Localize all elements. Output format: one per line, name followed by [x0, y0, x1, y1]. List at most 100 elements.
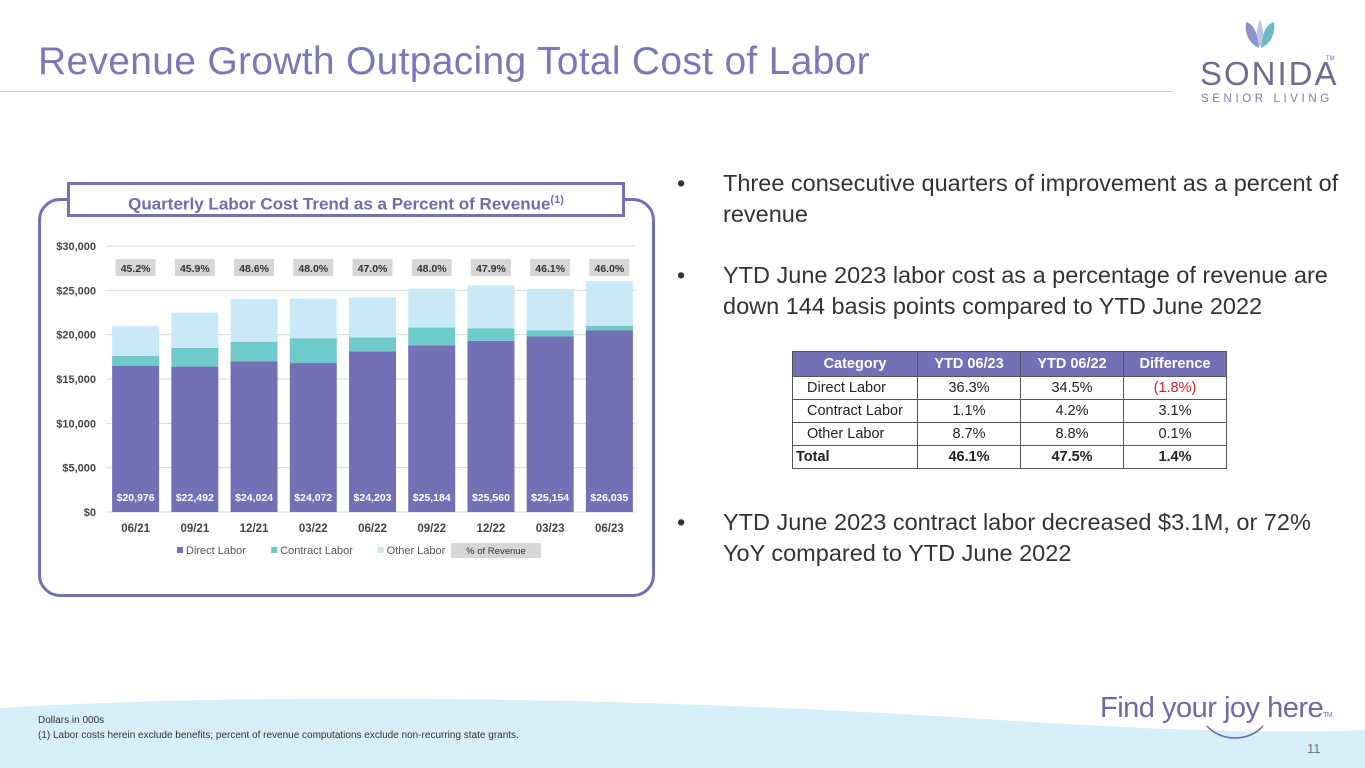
bar-total-label: $24,072	[294, 492, 332, 504]
percent-label-box	[470, 259, 511, 276]
x-tick-label: 12/21	[240, 523, 269, 535]
percent-of-revenue-label: 48.0%	[417, 263, 447, 275]
legend-label: Other Labor	[387, 545, 446, 557]
bullet-text: Three consecutive quarters of improvemen…	[723, 170, 1339, 227]
bar-contract-labor	[171, 347, 219, 367]
bar-other-labor	[230, 298, 278, 342]
table-header-row: Category YTD 06/23 YTD 06/22 Difference	[792, 351, 1227, 377]
chart-title-text: Quarterly Labor Cost Trend as a Percent …	[128, 194, 551, 214]
table-total-row: Total 46.1% 47.5% 1.4%	[792, 445, 1227, 469]
footer-wave	[0, 698, 1365, 768]
col-header: YTD 06/22	[1020, 351, 1124, 377]
bar-direct-labor	[112, 365, 160, 512]
bar-other-labor	[585, 281, 633, 326]
legend-swatch	[377, 547, 384, 553]
bar-direct-labor	[467, 340, 515, 512]
legend-swatch	[177, 547, 183, 553]
bar-total-label: $26,035	[590, 492, 628, 504]
percent-label-box	[589, 259, 630, 276]
table-cell: 1.4%	[1123, 445, 1227, 469]
bar-contract-labor	[112, 355, 160, 366]
page-title: Revenue Growth Outpacing Total Cost of L…	[38, 40, 870, 83]
bullet-dot: •	[677, 509, 686, 535]
legend-percent-box	[451, 543, 541, 558]
x-tick-label: 03/23	[536, 523, 565, 535]
bar-direct-labor	[230, 361, 278, 512]
y-tick-label: $5,000	[62, 463, 96, 475]
legend-label: Contract Labor	[280, 545, 353, 557]
footnote-dollars: Dollars in 000s	[38, 715, 105, 726]
x-tick-label: 06/21	[121, 523, 150, 535]
bar-total-label: $22,492	[176, 492, 214, 504]
y-tick-label: $30,000	[56, 241, 96, 253]
table-cell: Other Labor	[792, 422, 918, 446]
bar-other-labor	[112, 326, 160, 356]
butterfly-icon	[1245, 20, 1275, 48]
footnote-1: (1) Labor costs herein exclude benefits;…	[38, 730, 519, 741]
table-row: Direct Labor 36.3% 34.5% (1.8%)	[792, 376, 1227, 400]
table-cell: 0.1%	[1123, 422, 1227, 446]
legend-swatch	[271, 547, 278, 553]
smile-swoosh-icon	[1206, 725, 1264, 739]
legend-label: Direct Labor	[186, 545, 246, 557]
legend-percent-label: % of Revenue	[466, 546, 526, 557]
col-header: YTD 06/23	[917, 351, 1021, 377]
bar-contract-labor	[289, 338, 337, 364]
bar-total-label: $20,976	[117, 492, 155, 504]
bar-contract-labor	[526, 330, 574, 337]
table-row: Contract Labor 1.1% 4.2% 3.1%	[792, 399, 1227, 423]
x-tick-label: 12/22	[477, 523, 506, 535]
percent-of-revenue-label: 46.1%	[535, 263, 565, 275]
sonida-logo: SONIDA TM SENIOR LIVING	[1196, 14, 1346, 105]
bullet-text: YTD June 2023 contract labor decreased $…	[723, 509, 1311, 566]
logo-subtitle: SENIOR LIVING	[1201, 93, 1333, 105]
bar-contract-labor	[585, 325, 633, 331]
bullet-dot: •	[677, 262, 686, 288]
table-cell: (1.8%)	[1123, 376, 1227, 400]
labor-cost-chart: $0 $5,000 $10,000 $15,000 $20,000 $25,000 $30,…	[56, 241, 635, 558]
table-cell: 47.5%	[1020, 445, 1124, 469]
page-number: 11	[1307, 741, 1321, 756]
bar-contract-labor	[349, 337, 396, 352]
bar-direct-labor	[171, 366, 219, 512]
percent-label-box	[352, 259, 393, 276]
bar-contract-labor	[408, 327, 456, 346]
bar-total-label: $24,203	[354, 492, 392, 504]
bar-direct-labor	[526, 336, 574, 512]
percent-of-revenue-label: 45.2%	[121, 263, 151, 275]
tagline-tm: TM	[1323, 712, 1333, 719]
table-cell: 36.3%	[917, 376, 1021, 400]
table-cell: Contract Labor	[792, 399, 918, 423]
bullet-item: • Three consecutive quarters of improvem…	[677, 168, 1342, 230]
percent-of-revenue-label: 46.0%	[594, 263, 624, 275]
y-tick-label: $15,000	[56, 374, 96, 386]
table-cell: Direct Labor	[792, 376, 918, 400]
percent-label-box	[174, 259, 215, 276]
table-cell: 34.5%	[1020, 376, 1124, 400]
bar-direct-labor	[408, 345, 456, 512]
bar-direct-labor	[349, 351, 396, 512]
x-tick-label: 09/22	[417, 523, 446, 535]
percent-of-revenue-label: 48.0%	[298, 263, 328, 275]
y-tick-label: $20,000	[56, 330, 96, 342]
table-cell: 8.8%	[1020, 422, 1124, 446]
bullet-text: YTD June 2023 labor cost as a percentage…	[723, 262, 1328, 319]
y-tick-label: $0	[84, 507, 96, 519]
bar-total-label: $25,154	[531, 492, 569, 504]
bullet-dot: •	[677, 170, 686, 196]
percent-label-box	[115, 259, 156, 276]
table-row: Other Labor 8.7% 8.8% 0.1%	[792, 422, 1227, 446]
bar-direct-labor	[289, 363, 337, 512]
x-tick-label: 06/23	[595, 523, 624, 535]
percent-of-revenue-label: 48.6%	[239, 263, 269, 275]
bar-other-labor	[467, 285, 515, 329]
bar-contract-labor	[467, 328, 515, 341]
bar-other-labor	[171, 312, 219, 348]
percent-label-box	[293, 259, 334, 276]
col-header: Category	[792, 351, 918, 377]
x-tick-label: 03/22	[299, 523, 328, 535]
percent-label-box	[411, 259, 452, 276]
chart-title: Quarterly Labor Cost Trend as a Percent …	[67, 182, 625, 217]
table-cell: Total	[792, 445, 918, 469]
y-tick-label: $10,000	[56, 418, 96, 430]
